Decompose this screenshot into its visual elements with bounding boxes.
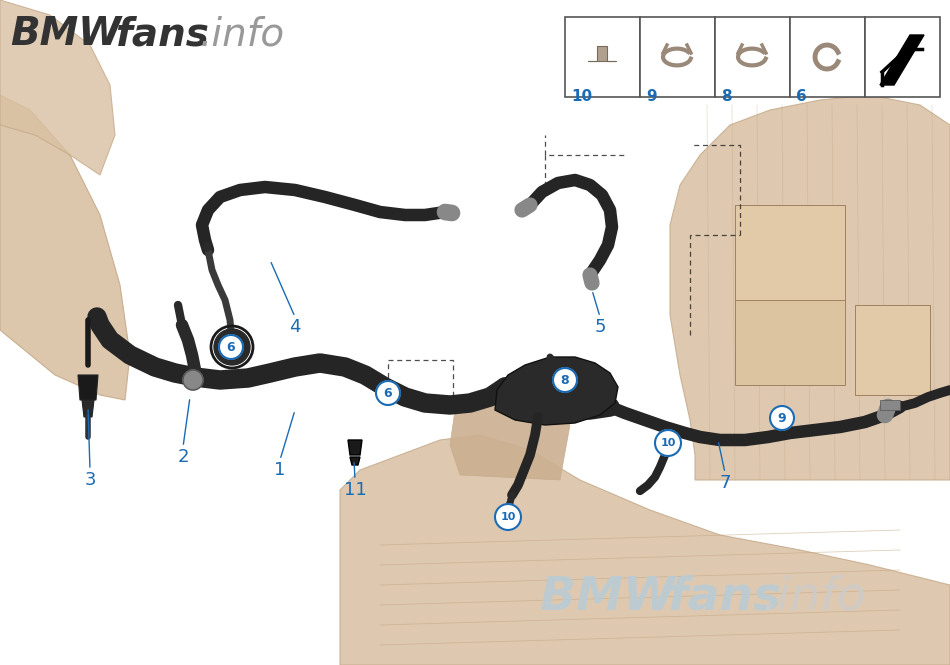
- Text: 11: 11: [344, 481, 367, 499]
- Text: BMW: BMW: [10, 15, 122, 53]
- Circle shape: [183, 370, 203, 390]
- Text: fans: fans: [668, 575, 782, 620]
- Circle shape: [495, 504, 521, 530]
- Text: 7: 7: [719, 474, 731, 492]
- Polygon shape: [350, 457, 360, 465]
- Polygon shape: [588, 46, 616, 61]
- Bar: [790, 17, 865, 97]
- Text: 2: 2: [178, 448, 189, 466]
- Bar: [735, 300, 845, 385]
- Text: 6: 6: [227, 340, 236, 354]
- Bar: [865, 17, 940, 97]
- Text: 6: 6: [796, 89, 807, 104]
- Bar: [715, 17, 790, 97]
- Text: 1: 1: [275, 461, 286, 479]
- Polygon shape: [670, 95, 950, 480]
- Bar: [640, 17, 715, 97]
- Text: .info: .info: [200, 15, 285, 53]
- Text: 3: 3: [85, 471, 96, 489]
- Polygon shape: [0, 95, 130, 400]
- Circle shape: [655, 430, 681, 456]
- Polygon shape: [82, 400, 94, 417]
- Text: 8: 8: [721, 89, 732, 104]
- Text: 5: 5: [595, 318, 606, 336]
- Polygon shape: [495, 357, 618, 425]
- Circle shape: [497, 509, 513, 525]
- Text: 8: 8: [560, 374, 569, 386]
- Circle shape: [770, 406, 794, 430]
- Polygon shape: [880, 35, 924, 85]
- Text: 4: 4: [289, 318, 301, 336]
- Text: BMW: BMW: [540, 575, 675, 620]
- Text: 10: 10: [660, 438, 675, 448]
- Bar: [880, 400, 900, 410]
- Polygon shape: [0, 0, 115, 175]
- Circle shape: [219, 335, 243, 359]
- Text: 9: 9: [778, 412, 787, 424]
- Polygon shape: [78, 375, 98, 400]
- Bar: [735, 205, 845, 335]
- Polygon shape: [450, 395, 570, 480]
- Text: 9: 9: [646, 89, 656, 104]
- Circle shape: [203, 243, 211, 251]
- Bar: [855, 305, 930, 395]
- Text: 10: 10: [571, 89, 592, 104]
- Circle shape: [376, 381, 400, 405]
- Polygon shape: [348, 440, 362, 455]
- Circle shape: [214, 329, 250, 365]
- Circle shape: [553, 368, 577, 392]
- Text: .info: .info: [762, 575, 865, 620]
- Text: 10: 10: [501, 512, 516, 522]
- Text: fans: fans: [115, 15, 209, 53]
- Polygon shape: [340, 435, 950, 665]
- Text: 6: 6: [384, 386, 392, 400]
- Bar: [565, 17, 640, 97]
